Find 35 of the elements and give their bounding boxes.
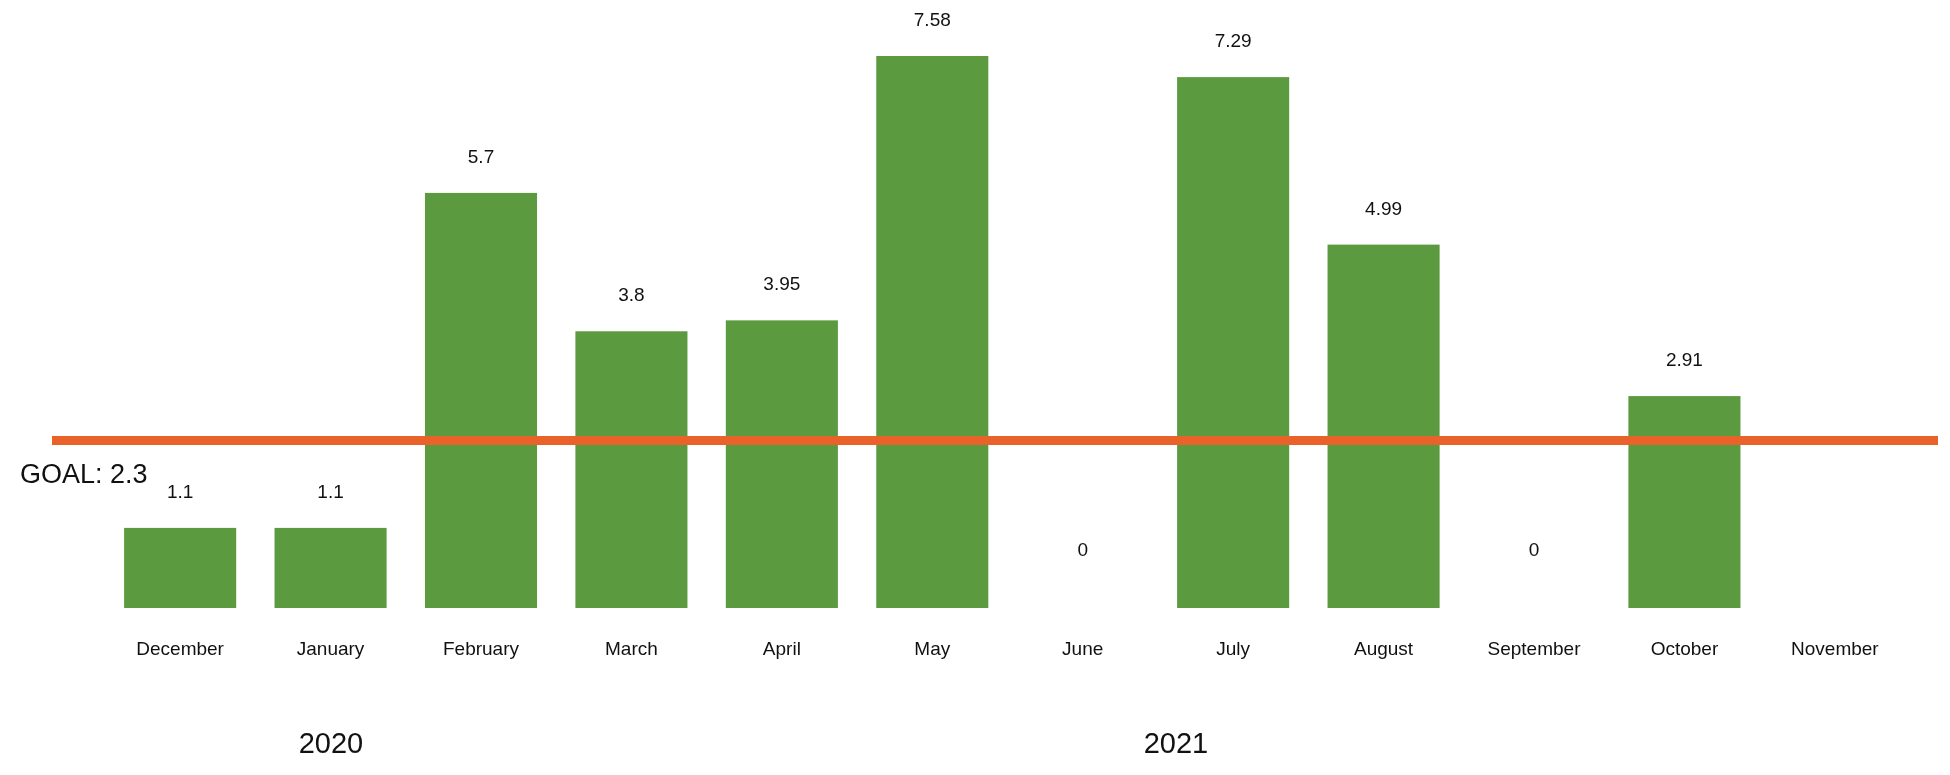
data-label: 1.1 [317,480,344,502]
data-label: 3.95 [763,273,801,295]
bar [1177,77,1290,608]
ref-line-label: GOAL: 2.3 [20,458,148,489]
x-tick-label: October [1650,638,1719,659]
x-tick-label: September [1487,638,1582,659]
data-label: 4.99 [1365,197,1403,219]
x-tick-label: December [136,638,225,659]
x-tick-label: July [1216,638,1251,659]
text: 2020 [298,727,364,759]
data-label: 0 [1077,539,1088,560]
bar [725,320,838,608]
data-label: 1.1 [166,480,194,502]
x-tick-label: August [1353,638,1414,659]
text: 2021 [1143,727,1209,759]
x-tick-label: January [296,638,365,659]
bar [424,192,538,608]
x-tick-label: June [1062,638,1104,659]
bar [1327,244,1440,608]
x-tick-label: May [914,638,951,659]
bar [124,527,237,608]
bar [575,331,688,608]
bar [876,56,989,608]
data-label: 0 [1528,539,1540,560]
data-label: 5.7 [467,145,495,167]
data-label: 7.29 [1214,30,1252,52]
bar [1628,396,1741,608]
bar [274,527,387,608]
data-label: 7.58 [913,9,951,30]
data-label: 3.8 [618,284,645,306]
x-tick-label: February [442,638,520,659]
data-label: 2.91 [1665,349,1703,371]
x-tick-label: March [605,638,658,659]
x-tick-label: April [762,638,801,659]
x-tick-label: November [1791,638,1880,659]
